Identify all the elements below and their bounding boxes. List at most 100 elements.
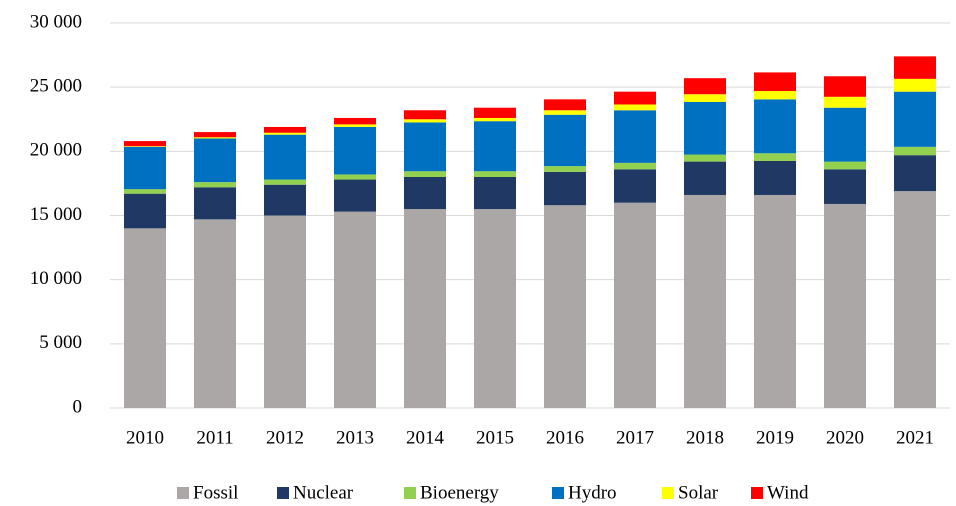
bar-segment — [474, 107, 516, 118]
x-tick-label: 2012 — [266, 427, 304, 448]
bar-segment — [684, 154, 726, 162]
bar-segment — [474, 121, 516, 172]
bar-segment — [824, 161, 866, 170]
legend-label: Hydro — [568, 482, 617, 503]
x-tick-label: 2011 — [196, 427, 233, 448]
bar-segment — [544, 99, 586, 111]
bar-segment — [614, 202, 656, 408]
bar-segment — [684, 161, 726, 195]
bar-segment — [544, 110, 586, 115]
y-tick-label: 15 000 — [30, 204, 82, 225]
bar-segment — [684, 194, 726, 408]
y-tick-label: 5 000 — [39, 332, 82, 353]
bar-segment — [124, 146, 166, 190]
x-tick-label: 2015 — [476, 427, 514, 448]
bar-segment — [334, 117, 376, 125]
bar-segment — [124, 189, 166, 194]
bar-segment — [824, 76, 866, 97]
bar-segment — [264, 126, 306, 133]
bar-segment — [754, 153, 796, 161]
bar-segment — [194, 138, 236, 183]
bar-segment — [754, 72, 796, 92]
bar-segment — [754, 160, 796, 195]
x-tick-label: 2010 — [126, 427, 164, 448]
bar-segment — [474, 209, 516, 408]
bar-segment — [894, 91, 936, 147]
bar-segment — [894, 191, 936, 408]
bar-segment — [894, 56, 936, 79]
bar-segment — [404, 177, 446, 210]
legend-swatch — [177, 487, 189, 499]
bar-segment — [754, 99, 796, 154]
bar-segment — [124, 228, 166, 408]
x-tick-label: 2018 — [686, 427, 724, 448]
bar-segment — [334, 174, 376, 180]
bar-segment — [124, 146, 166, 147]
bar-segment — [684, 94, 726, 102]
x-tick-label: 2013 — [336, 427, 374, 448]
bar-segment — [474, 117, 516, 122]
bar-segment — [614, 91, 656, 105]
bar-segment — [264, 179, 306, 185]
bar-segment — [194, 137, 236, 139]
bar-segment — [894, 78, 936, 92]
bar-segment — [824, 107, 866, 162]
y-tick-label: 25 000 — [30, 76, 82, 97]
bar-segment — [614, 169, 656, 203]
bar-segment — [404, 209, 446, 408]
legend-swatch — [662, 487, 674, 499]
legend-label: Solar — [678, 482, 719, 503]
bar-segment — [404, 119, 446, 123]
legend-swatch — [277, 487, 289, 499]
legend-swatch — [552, 487, 564, 499]
y-tick-label: 0 — [73, 396, 83, 417]
bar-segment — [894, 146, 936, 156]
legend-label: Bioenergy — [420, 482, 499, 503]
bar-segment — [894, 155, 936, 192]
x-tick-label: 2017 — [616, 427, 654, 448]
bar-segment — [614, 104, 656, 111]
bar-segment — [264, 215, 306, 408]
bar-segment — [824, 203, 866, 408]
bar-segment — [614, 162, 656, 170]
bar-segment — [334, 179, 376, 212]
bar-segment — [824, 169, 866, 204]
bar-segment — [124, 193, 166, 229]
legend-label: Fossil — [193, 482, 238, 503]
bar-segment — [824, 96, 866, 108]
bar-segment — [264, 132, 306, 135]
legend-label: Wind — [767, 482, 809, 503]
bar-segment — [544, 205, 586, 408]
bar-segment — [474, 177, 516, 210]
bar-segment — [404, 171, 446, 177]
x-tick-label: 2020 — [826, 427, 864, 448]
legend-swatch — [751, 487, 763, 499]
bar-segment — [194, 219, 236, 408]
y-tick-label: 20 000 — [30, 140, 82, 161]
bar-segment — [404, 110, 446, 120]
bar-segment — [754, 91, 796, 100]
bar-segment — [264, 134, 306, 180]
bar-segment — [194, 182, 236, 188]
bar-segment — [194, 187, 236, 220]
bar-segment — [544, 114, 586, 167]
x-tick-label: 2019 — [756, 427, 794, 448]
bar-segment — [334, 211, 376, 408]
x-tick-label: 2014 — [406, 427, 445, 448]
bar-segment — [334, 124, 376, 127]
bar-segment — [334, 126, 376, 175]
legend-label: Nuclear — [293, 482, 354, 503]
bar-segment — [544, 171, 586, 206]
bar-segment — [404, 122, 446, 172]
x-tick-label: 2021 — [896, 427, 934, 448]
bar-segment — [264, 184, 306, 216]
bar-segment — [684, 101, 726, 155]
bar-segment — [754, 194, 796, 408]
bar-segment — [544, 166, 586, 172]
bar-segment — [614, 110, 656, 163]
bar-segment — [684, 78, 726, 95]
y-tick-label: 30 000 — [30, 11, 82, 32]
bar-segment — [194, 132, 236, 138]
x-tick-label: 2016 — [546, 427, 584, 448]
